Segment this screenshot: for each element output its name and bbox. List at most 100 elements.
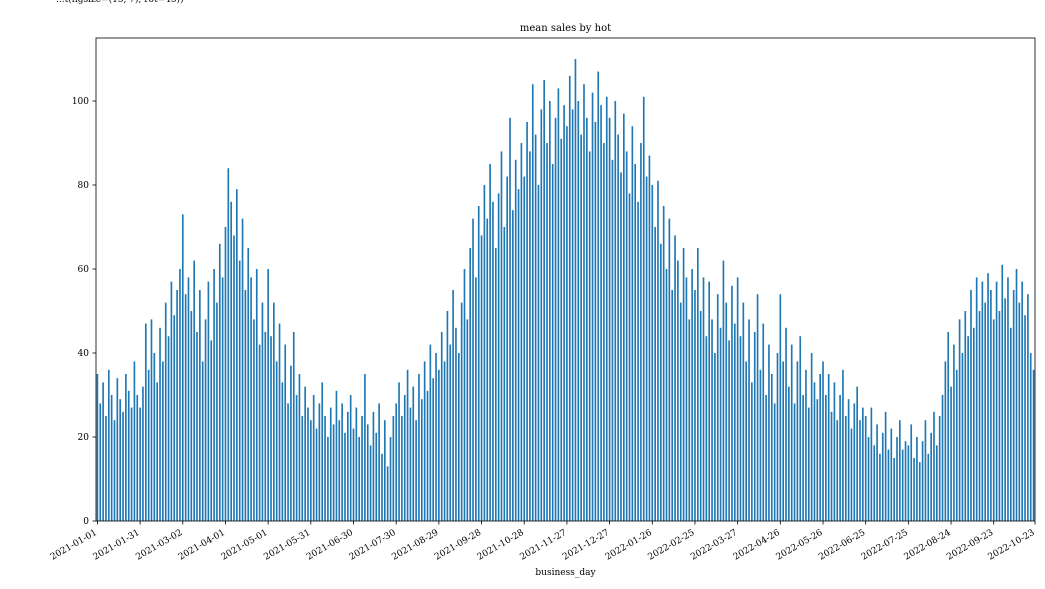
bar [440, 332, 443, 521]
bar [423, 361, 426, 521]
bar [475, 277, 477, 521]
chart-title: mean sales by hot [520, 23, 611, 34]
bar [742, 302, 745, 521]
bar [153, 353, 156, 521]
bar [947, 332, 950, 521]
bar [563, 105, 565, 521]
bar [301, 416, 304, 521]
bar [591, 92, 594, 521]
bar [526, 122, 528, 521]
bar [105, 416, 107, 521]
bar [412, 386, 415, 521]
x-tick-label: 2022-10-23 [987, 528, 1037, 563]
bar [304, 386, 306, 521]
x-tick-label: 2022-07-25 [860, 528, 910, 563]
bar [1032, 369, 1035, 521]
bar [250, 277, 252, 521]
bar [463, 269, 466, 521]
bar [190, 311, 193, 521]
bar [406, 369, 409, 521]
bar [981, 281, 984, 521]
bar [273, 302, 275, 521]
bar [435, 353, 437, 521]
bar [953, 344, 955, 521]
bar [955, 369, 958, 521]
bar [199, 290, 201, 521]
bar [247, 248, 250, 521]
bar [315, 428, 318, 521]
bar [833, 382, 836, 521]
bar [403, 395, 406, 521]
bar [711, 319, 713, 521]
bar [600, 105, 602, 521]
bar [1015, 269, 1018, 521]
bar [1004, 298, 1006, 521]
bar [332, 424, 335, 521]
bar [714, 353, 716, 521]
bar [295, 395, 298, 521]
bar [705, 336, 708, 521]
bar [634, 164, 637, 521]
bar [284, 344, 287, 521]
bar [258, 344, 261, 521]
bar [420, 399, 423, 521]
bar [679, 302, 682, 521]
bar [807, 407, 810, 521]
bar [685, 277, 688, 521]
bar [338, 420, 341, 521]
bar [369, 445, 372, 521]
bar [916, 437, 918, 521]
bar [733, 323, 736, 521]
bar [210, 340, 213, 521]
bar [987, 273, 989, 521]
bar [281, 382, 284, 521]
bar [645, 176, 648, 521]
bar [776, 353, 779, 521]
bar [142, 386, 144, 521]
bar [930, 432, 932, 521]
bar [506, 176, 508, 521]
x-tick-label: 2021-09-28 [433, 528, 483, 563]
bar [759, 369, 762, 521]
bar [150, 319, 153, 521]
bar [802, 395, 804, 521]
bar [233, 235, 235, 521]
bar [762, 323, 765, 521]
bar [748, 319, 750, 521]
bar [825, 395, 827, 521]
bar [102, 382, 104, 521]
bar [887, 449, 890, 521]
bar [253, 319, 255, 521]
x-tick-label: 2022-04-26 [732, 528, 782, 563]
bar [873, 445, 876, 521]
bar [221, 277, 224, 521]
y-tick-label: 60 [78, 265, 90, 275]
bar [218, 243, 221, 522]
bar [364, 374, 366, 521]
axes-spines [95, 37, 1036, 522]
bar [549, 101, 551, 521]
bar [648, 155, 651, 521]
bar [927, 453, 930, 521]
bar [418, 374, 420, 521]
bar [99, 403, 102, 521]
bar [110, 395, 113, 521]
bar [327, 437, 329, 521]
bar [520, 143, 523, 521]
bar [827, 374, 830, 521]
bar [722, 260, 725, 521]
bar [879, 453, 881, 521]
bar [170, 281, 173, 521]
bar [938, 416, 941, 521]
bar [580, 134, 582, 521]
bar [355, 407, 358, 521]
bar [181, 214, 184, 521]
bar [310, 420, 312, 521]
bar [654, 227, 656, 521]
bar [415, 420, 417, 521]
bar [187, 277, 190, 521]
bar [608, 117, 611, 522]
bar [167, 336, 170, 521]
bar [853, 403, 856, 521]
bar [492, 201, 494, 522]
